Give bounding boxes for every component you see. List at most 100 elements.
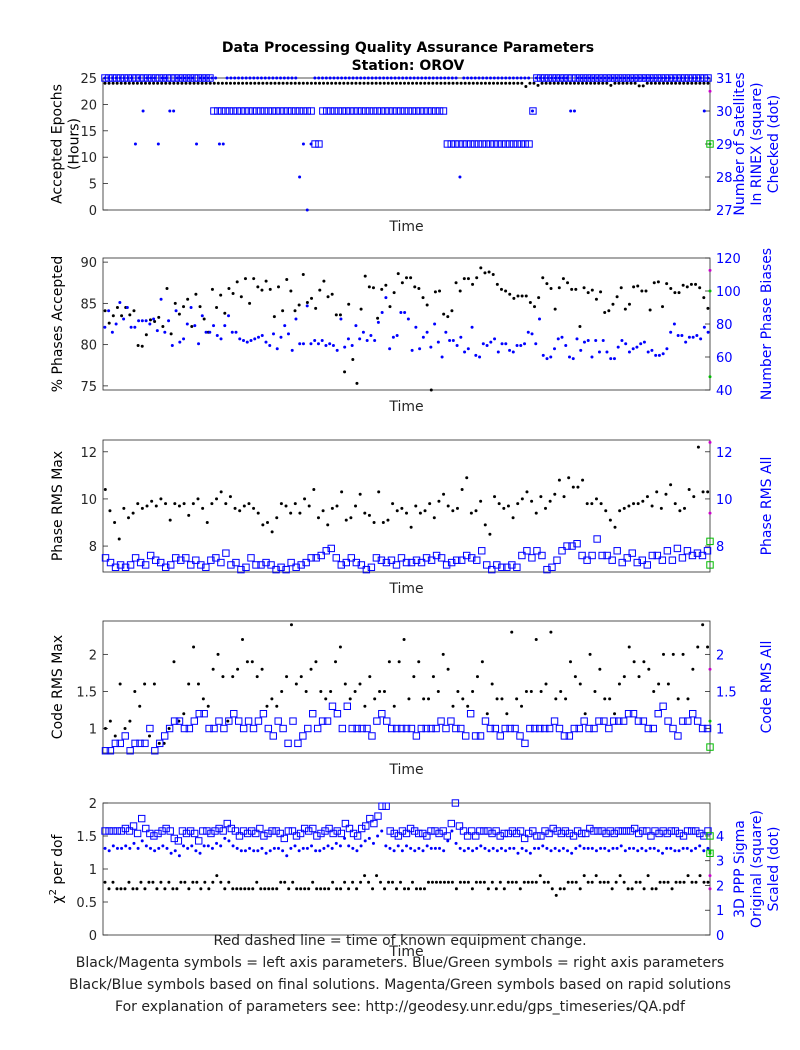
right-dot-point <box>582 846 586 850</box>
right-square-point <box>683 547 692 555</box>
right-dot-point <box>223 836 227 840</box>
left-dot-point <box>533 305 537 309</box>
right-square-point <box>435 829 443 838</box>
right-square-point <box>227 824 236 833</box>
left-dot-point <box>534 638 538 642</box>
right-dot-point <box>520 846 524 850</box>
left-dot-point <box>196 682 200 686</box>
right-dot-point <box>609 357 613 361</box>
right-square-point <box>565 732 574 740</box>
right-dot-point <box>515 76 519 80</box>
right-square-point <box>212 554 220 562</box>
right-dot-point <box>399 310 403 314</box>
right-dot-point <box>400 849 404 853</box>
left-dot-point <box>200 81 204 85</box>
left-dot-point <box>674 81 678 85</box>
left-dot-point <box>494 887 498 891</box>
left-dot-point <box>677 291 681 295</box>
footer-line-4: For explanation of parameters see: http:… <box>115 999 685 1015</box>
right-square-point <box>303 107 311 115</box>
left-dot-point <box>115 887 119 891</box>
right-dot-point <box>557 849 561 853</box>
left-dot-point <box>145 504 149 508</box>
right-square-point <box>634 717 643 725</box>
right-dot-point <box>283 324 287 328</box>
left-dot-point <box>277 81 281 85</box>
right-dot-point <box>698 76 702 80</box>
right-square-point <box>610 717 618 725</box>
right-dot-point <box>541 844 545 848</box>
left-dot-point <box>502 506 506 510</box>
left-dot-point <box>227 880 231 884</box>
left-dot-point <box>634 880 638 884</box>
left-dot-point <box>455 81 459 85</box>
left-dot-point <box>466 277 470 281</box>
left-dot-point <box>578 887 582 891</box>
right-square-point <box>447 819 456 828</box>
left-dot-point <box>172 660 176 664</box>
right-square-point <box>500 829 508 838</box>
left-tick-label: 75 <box>80 380 97 395</box>
left-tick-label: 25 <box>80 72 97 87</box>
right-square-point <box>243 829 252 838</box>
right-square-point <box>207 829 215 838</box>
left-dot-point <box>343 682 347 686</box>
right-square-point <box>239 827 248 835</box>
left-dot-point <box>317 81 321 85</box>
left-dot-point <box>307 887 311 891</box>
left-dot-point <box>637 84 641 88</box>
right-square-point <box>300 824 309 833</box>
left-dot-point <box>326 81 330 85</box>
left-dot-point <box>646 874 650 878</box>
right-dot-point <box>687 335 691 339</box>
left-dot-point <box>512 296 516 300</box>
right-square-point <box>330 107 339 115</box>
right-square-point <box>459 827 468 835</box>
right-square-point <box>431 107 440 115</box>
left-dot-point <box>432 516 436 520</box>
right-dot-point <box>702 109 706 113</box>
right-dot-point <box>446 839 450 843</box>
right-dot-point <box>380 310 384 314</box>
left-dot-point <box>574 880 578 884</box>
right-dot-point <box>382 76 386 80</box>
right-square-point <box>365 107 374 115</box>
left-dot-point <box>151 880 155 884</box>
right-square-point <box>256 824 264 833</box>
right-square-point <box>623 554 631 562</box>
left-dot-point <box>698 286 702 290</box>
right-dot-point <box>649 76 653 80</box>
left-dot-point <box>573 675 577 679</box>
left-dot-point <box>598 880 602 884</box>
left-dot-point <box>392 291 396 295</box>
right-square-point <box>663 547 672 555</box>
left-dot-point <box>431 81 435 85</box>
right-dot-point <box>603 76 607 80</box>
left-dot-point <box>686 874 690 878</box>
left-dot-point <box>706 81 710 85</box>
left-dot-point <box>136 502 140 506</box>
right-square-point <box>382 802 390 810</box>
left-dot-point <box>479 81 483 85</box>
right-dot-point <box>553 76 557 80</box>
left-dot-point <box>606 880 610 884</box>
left-dot-point <box>442 880 446 884</box>
right-dot-point <box>534 342 538 346</box>
left-dot-point <box>123 81 127 85</box>
right-square-point <box>321 827 329 835</box>
left-dot-point <box>698 81 702 85</box>
right-square-point <box>299 107 308 115</box>
left-dot-point <box>505 712 509 716</box>
left-dot-point <box>113 734 117 738</box>
right-square-point <box>309 824 317 833</box>
x-axis-label: Time <box>388 399 423 415</box>
right-square-point <box>385 107 393 115</box>
left-dot-point <box>238 509 242 513</box>
right-dot-point <box>155 329 159 333</box>
left-dot-point <box>223 311 227 315</box>
right-square-point <box>648 551 657 560</box>
right-square-point <box>608 556 616 564</box>
right-dot-point <box>523 342 527 346</box>
right-dot-point <box>412 76 416 80</box>
